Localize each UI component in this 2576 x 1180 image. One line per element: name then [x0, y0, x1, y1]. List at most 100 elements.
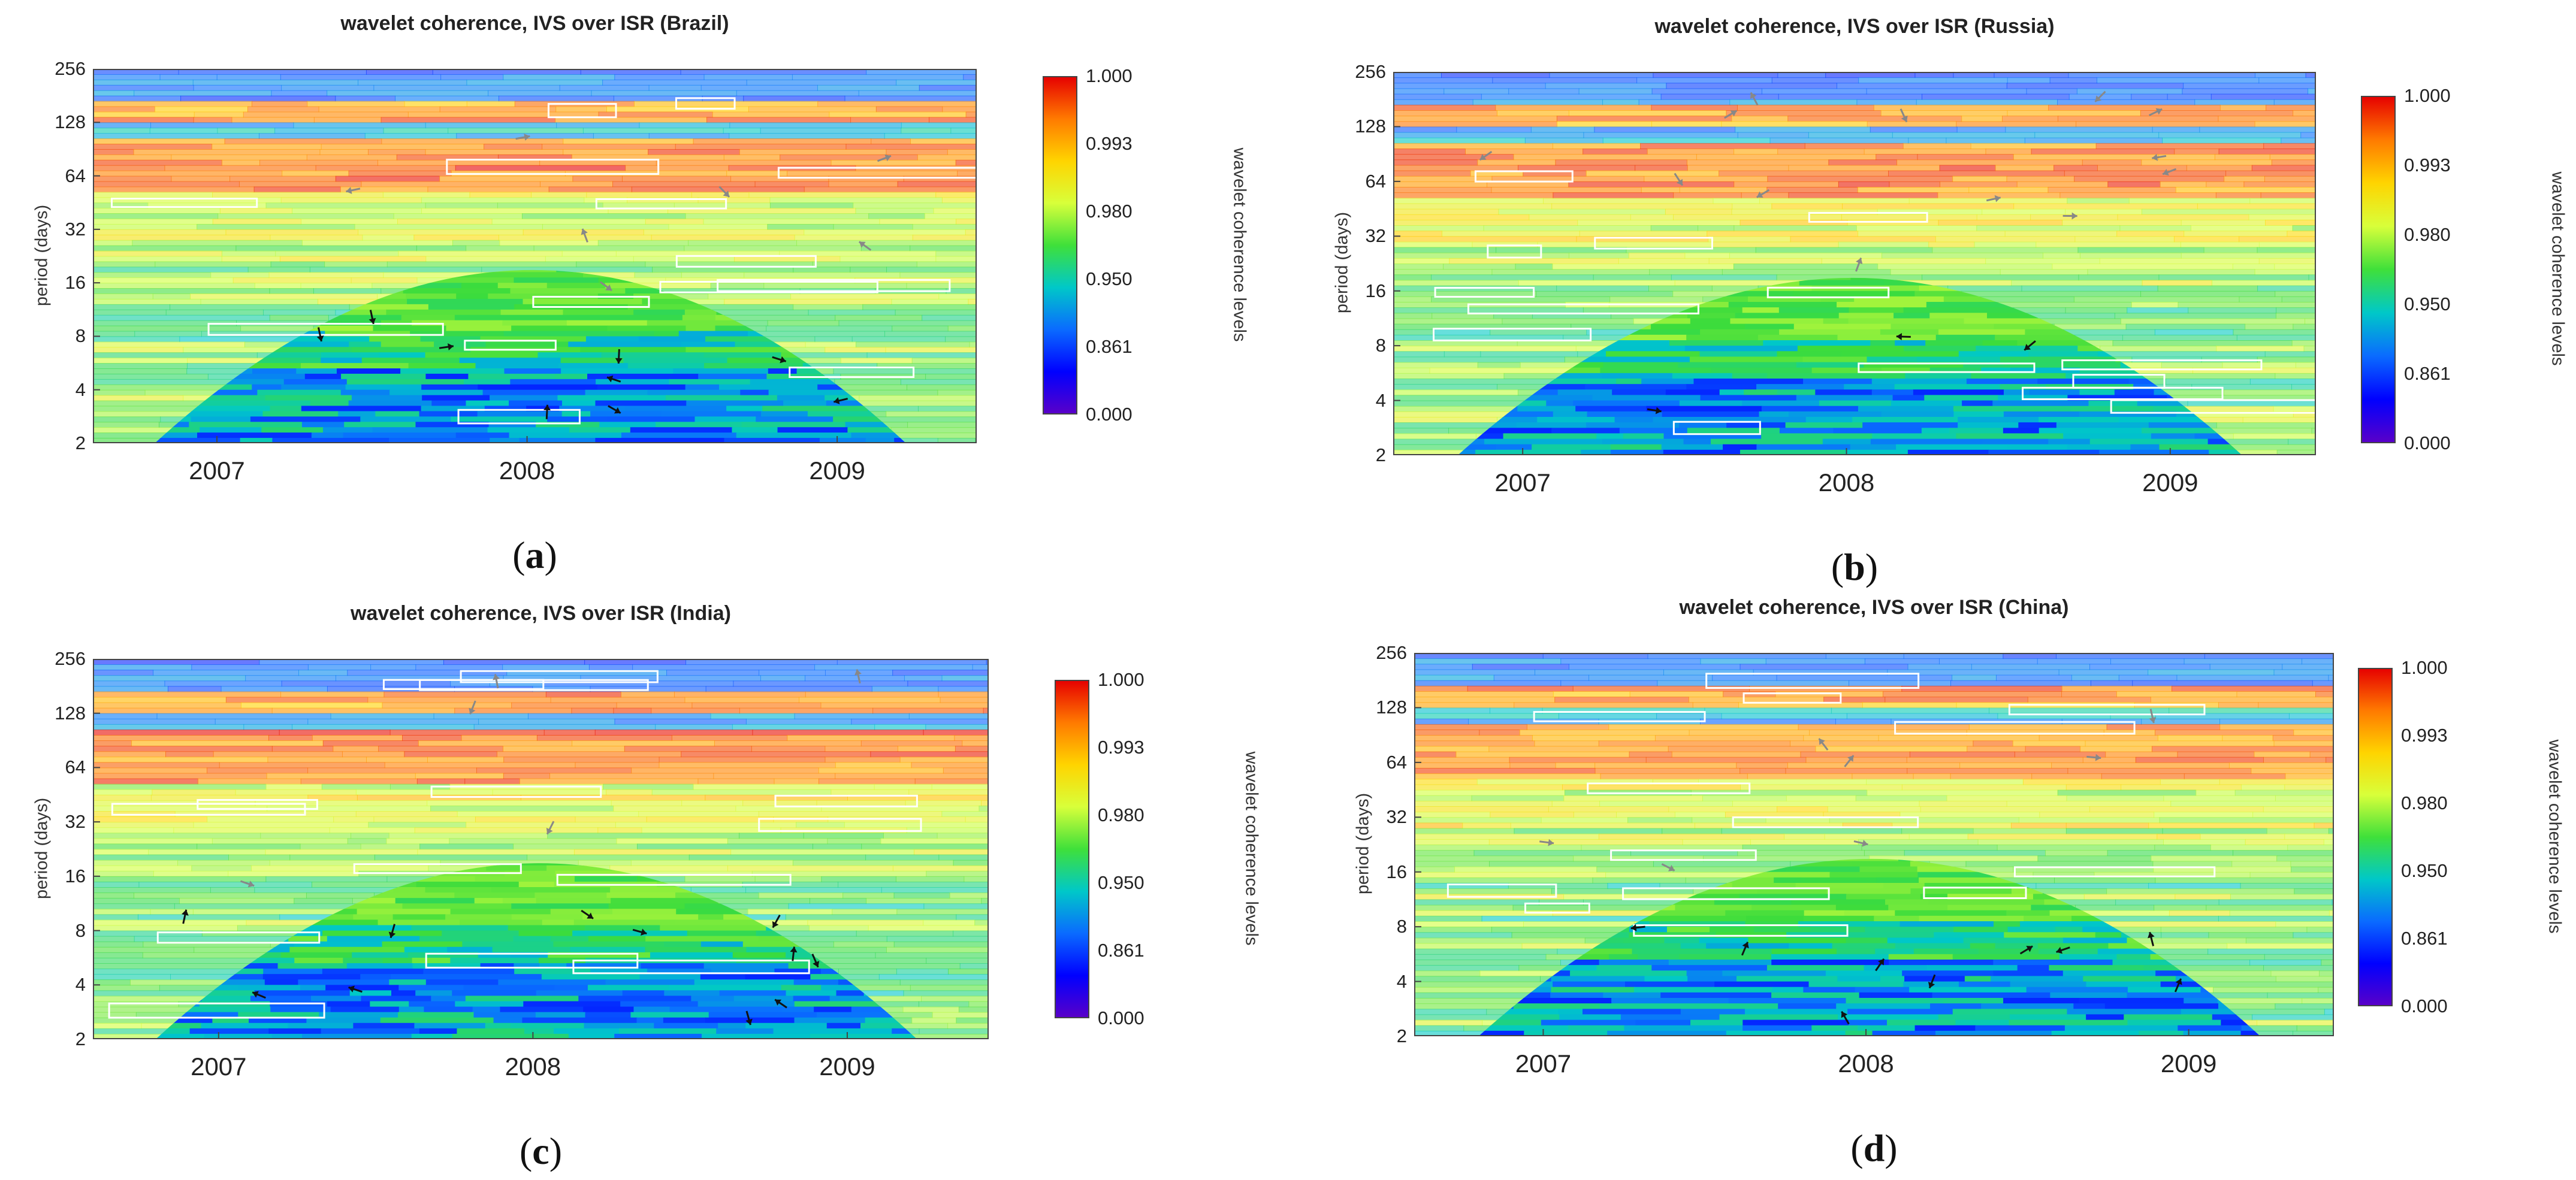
colorbar-tick-label: 0.993	[2401, 725, 2448, 746]
cone-cell	[352, 395, 422, 401]
heatmap-cell	[324, 261, 388, 267]
heatmap-cell	[2196, 790, 2235, 796]
heatmap-cell	[93, 283, 255, 289]
heatmap-cell	[2218, 116, 2316, 122]
heatmap-cell	[1913, 773, 1951, 779]
heatmap-cell	[2314, 822, 2334, 828]
cone-cell	[1867, 356, 1917, 362]
cone-cell	[1929, 899, 2045, 905]
heatmap-cell	[1708, 236, 1790, 242]
heatmap-cell	[1967, 730, 2104, 736]
heatmap-cell	[307, 155, 397, 161]
heatmap-cell	[251, 866, 428, 872]
heatmap-cell	[1750, 839, 1859, 845]
heatmap-cell	[1976, 225, 2120, 231]
heatmap-cell	[93, 779, 198, 785]
heatmap-cell	[739, 149, 887, 155]
cone-cell	[2063, 433, 2152, 439]
heatmap-cell	[2291, 867, 2334, 873]
heatmap-cell	[2113, 340, 2293, 346]
heatmap-cell	[2257, 247, 2317, 253]
heatmap-cell	[1788, 165, 1940, 171]
cone-cell	[2065, 1025, 2178, 1031]
heatmap-cell	[1393, 395, 1535, 401]
heatmap-cell	[2119, 675, 2178, 681]
heatmap-cell	[1393, 346, 1577, 352]
heatmap-cell	[856, 931, 953, 937]
heatmap-cell	[134, 90, 271, 96]
heatmap-cell	[197, 224, 355, 230]
cone-cell	[1723, 444, 1757, 450]
cone-cell	[654, 331, 680, 337]
cone-cell	[704, 963, 789, 969]
heatmap-cell	[156, 713, 331, 719]
heatmap-cell	[1414, 724, 1527, 730]
heatmap-cell	[2255, 269, 2316, 275]
heatmap-cell	[2287, 845, 2334, 851]
heatmap-cell	[2142, 209, 2316, 215]
cone-cell	[650, 952, 733, 958]
heatmap-cell	[2324, 1009, 2334, 1015]
heatmap-cell	[1785, 768, 1907, 774]
cone-cell	[1586, 422, 1680, 428]
heatmap-cell	[810, 898, 866, 904]
cone-cell	[1551, 428, 1620, 434]
heatmap-cell	[193, 822, 369, 828]
heatmap-cell	[787, 735, 955, 741]
heatmap-cell	[404, 101, 467, 107]
heatmap-cell	[2011, 280, 2142, 286]
heatmap-cell	[2249, 198, 2316, 204]
cone-cell	[473, 1012, 536, 1018]
cone-cell	[1496, 444, 1532, 450]
heatmap-cell	[575, 816, 647, 822]
heatmap-cell	[887, 936, 989, 942]
heatmap-cell	[2013, 203, 2198, 209]
heatmap-cell	[1713, 241, 1838, 247]
heatmap-cell	[449, 838, 617, 844]
heatmap-cell	[93, 315, 270, 321]
cone-cell	[1683, 439, 1711, 445]
heatmap-cell	[93, 85, 194, 91]
heatmap-cell	[1938, 220, 2063, 226]
heatmap-cell	[804, 833, 884, 839]
heatmap-cell	[160, 74, 218, 80]
cone-cell	[685, 326, 715, 332]
heatmap-cell	[2158, 286, 2258, 292]
colorbar-gradient	[2361, 96, 2395, 443]
heatmap-cell	[93, 985, 160, 991]
heatmap-cell	[2047, 187, 2176, 193]
heatmap-cell	[1393, 77, 1493, 83]
cone-cell	[428, 304, 515, 310]
cone-cell	[262, 411, 339, 417]
heatmap-cell	[2132, 680, 2313, 686]
cone-cell	[1725, 910, 1804, 916]
heatmap-cell	[2219, 719, 2334, 725]
heatmap-cell	[2263, 143, 2316, 149]
cone-cell	[369, 336, 421, 342]
heatmap-cell	[1478, 362, 1521, 368]
cone-cell	[1745, 324, 1795, 330]
cone-cell	[700, 974, 746, 980]
heatmap-cell	[2293, 324, 2316, 330]
heatmap-cell	[2263, 965, 2334, 971]
heatmap-cell	[2025, 138, 2163, 144]
cone-cell	[633, 310, 685, 316]
heatmap-cell	[321, 144, 485, 150]
heatmap-cell	[476, 767, 632, 773]
heatmap-cell	[1790, 236, 1936, 242]
cone-cell	[639, 974, 700, 980]
cone-cell	[1675, 905, 1752, 911]
heatmap-cell	[825, 746, 898, 752]
heatmap-cell	[1574, 812, 1617, 818]
heatmap-cell	[911, 1018, 956, 1024]
heatmap-cell	[2287, 231, 2316, 237]
heatmap-cell	[2027, 88, 2077, 94]
cone-cell	[1705, 949, 1772, 955]
cone-cell	[637, 1018, 664, 1024]
heatmap-cell	[941, 811, 989, 817]
heatmap-cell	[168, 686, 222, 692]
heatmap-cell	[2204, 247, 2258, 253]
cone-cell	[270, 1007, 331, 1013]
heatmap-cell	[1393, 236, 1577, 242]
heatmap-cell	[93, 773, 267, 779]
